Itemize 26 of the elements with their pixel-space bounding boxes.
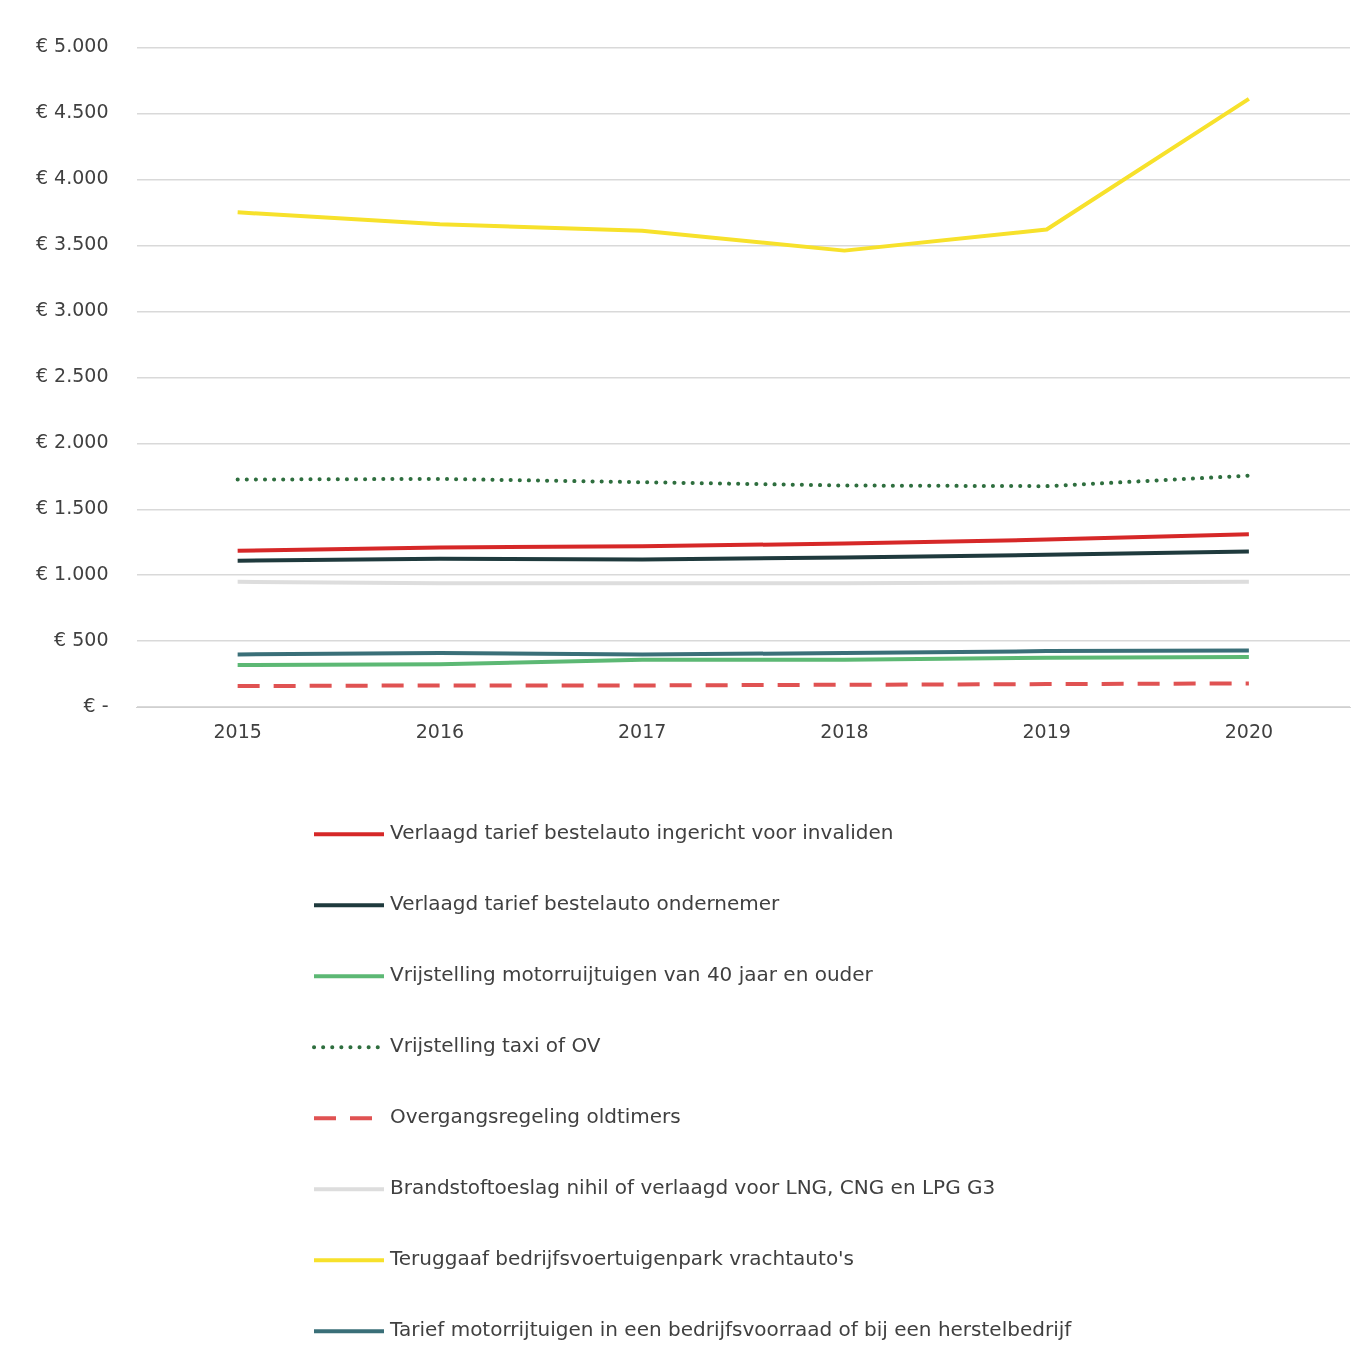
y-tick-label: € 1.000: [35, 562, 109, 585]
x-tick-label: 2019: [1022, 719, 1071, 742]
y-tick-label: € 1.500: [35, 496, 109, 519]
y-tick-label: € 2.500: [35, 364, 109, 387]
legend-label: Tarief motorrijtuigen in een bedrijfsvoorraad of bij een herstelbedrijf: [389, 1317, 1073, 1342]
x-tick-label: 2017: [617, 719, 667, 742]
legend-label: Brandstoftoeslag nihil of verlaagd voor LNG, CNG en LPG G3: [390, 1175, 996, 1200]
line-series: [235, 473, 1251, 489]
legend-label: Teruggaaf bedrijfsvoertuigenpark vrachtauto's: [389, 1246, 855, 1271]
legend-label: Verlaagd tarief bestelauto ondernemer: [390, 891, 781, 916]
y-tick-label: € 5.000: [35, 34, 109, 57]
x-tick-label: 2016: [415, 719, 465, 742]
x-tick-label: 2015: [213, 719, 262, 742]
legend-label: Overgangsregeling oldtimers: [390, 1104, 681, 1129]
y-tick-label: € 500: [54, 628, 109, 651]
y-tick-label: € 3.000: [35, 298, 109, 321]
x-tick-label: 2020: [1224, 719, 1274, 742]
legend-label: Vrijstelling taxi of OV: [390, 1033, 601, 1058]
x-tick-label: 2018: [820, 719, 869, 742]
y-tick-label: € 4.500: [35, 100, 109, 123]
legend-label: Verlaagd tarief bestelauto ingericht voor invaliden: [390, 820, 894, 845]
y-tick-label: € 3.500: [35, 232, 109, 255]
legend-label: Vrijstelling motorruijtuigen van 40 jaar en ouder: [390, 962, 874, 987]
y-tick-label: € 4.000: [35, 166, 109, 189]
y-tick-label: € 2.000: [35, 430, 109, 453]
y-tick-label: € -: [83, 694, 109, 717]
